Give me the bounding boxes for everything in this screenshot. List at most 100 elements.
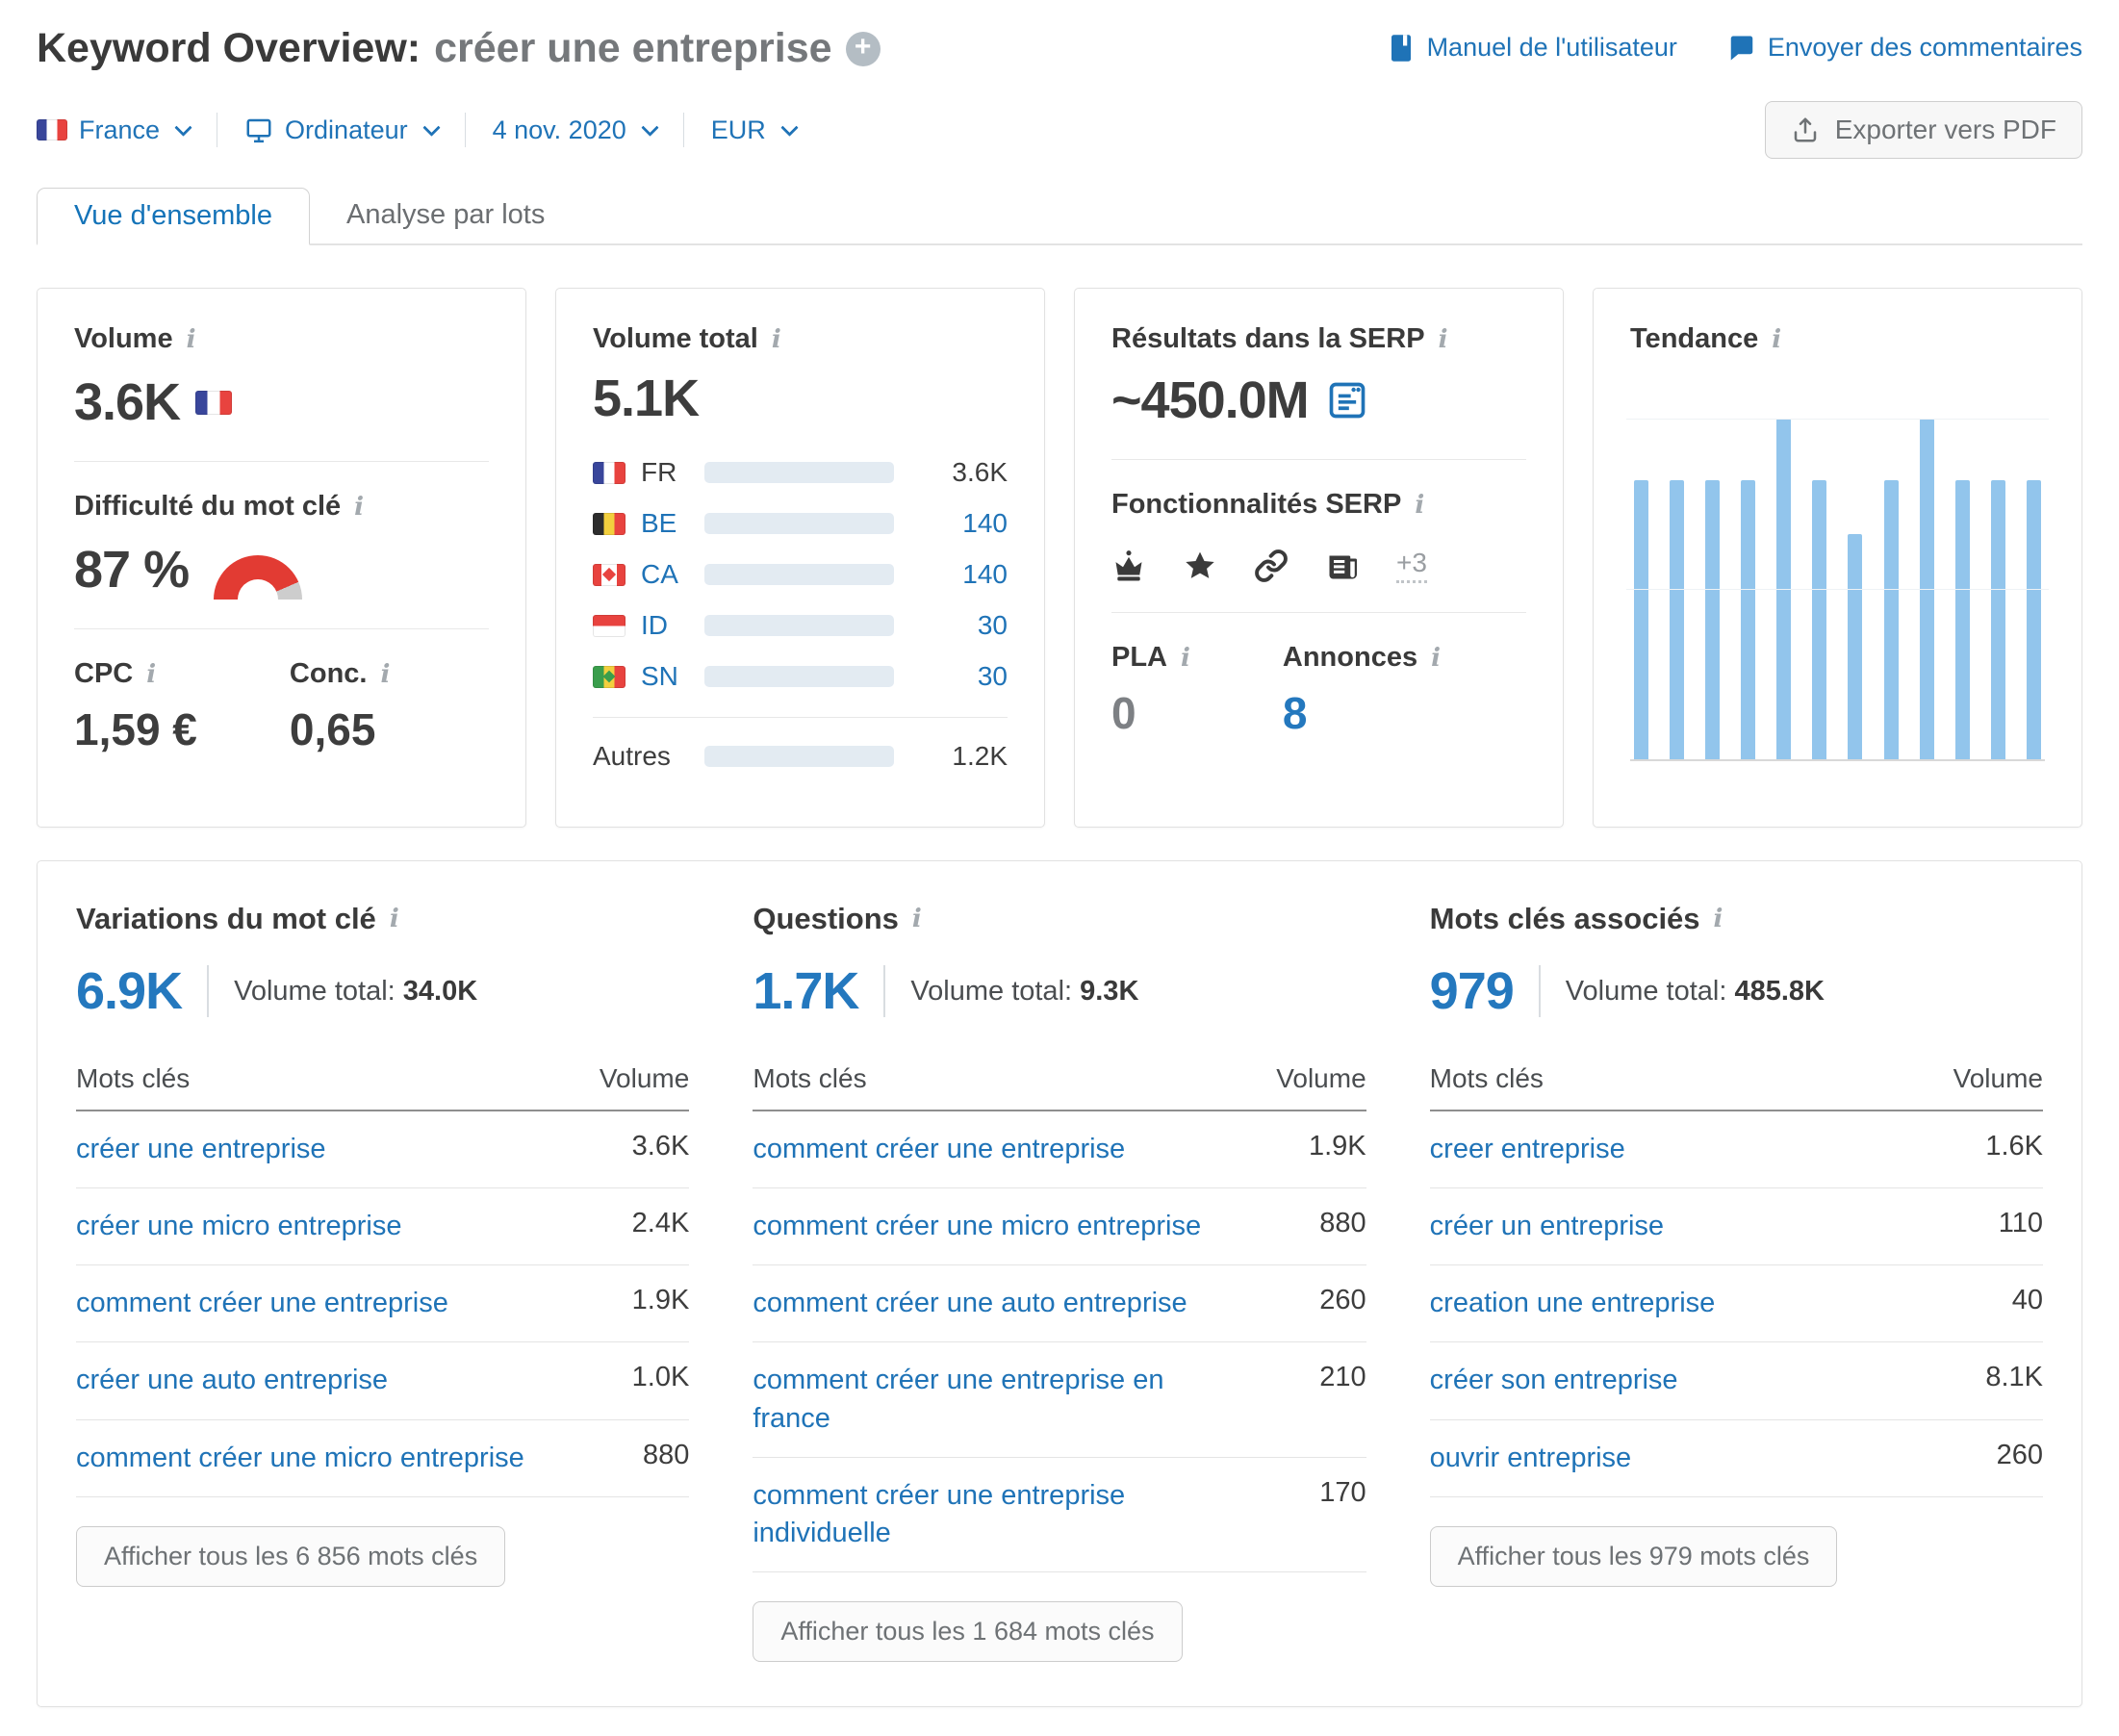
serp-page-icon[interactable] [1326, 379, 1368, 421]
tab-overview[interactable]: Vue d'ensemble [37, 188, 310, 245]
page-header: Keyword Overview: créer une entreprise M… [37, 25, 2082, 72]
serp-results-title-label: Résultats dans la SERP [1111, 323, 1425, 354]
volume-title-label: Volume [74, 323, 173, 354]
info-icon[interactable] [380, 660, 390, 689]
keywords-column-header: Mots clés [753, 1063, 867, 1093]
device-filter[interactable]: Ordinateur [244, 115, 441, 145]
country-volume-row: FR 3.6K [593, 457, 1008, 488]
info-icon[interactable] [772, 325, 781, 354]
keyword-volume: 210 [1319, 1362, 1366, 1393]
show-all-related-button[interactable]: Afficher tous les 979 mots clés [1429, 1525, 1838, 1587]
country-volume-row: CA 140 [593, 559, 1008, 590]
send-feedback-link[interactable]: Envoyer des commentaires [1727, 33, 2082, 63]
divider [1111, 459, 1526, 460]
keyword-link[interactable]: comment créer une entreprise individuell… [753, 1479, 1126, 1548]
info-icon[interactable] [146, 660, 156, 689]
country-code-link[interactable]: SN [641, 661, 678, 691]
keyword-link[interactable]: comment créer une entreprise [753, 1134, 1126, 1164]
table-row: comment créer une entreprise 1.9K [76, 1265, 690, 1343]
keyword-link[interactable]: creation une entreprise [1429, 1288, 1716, 1319]
info-icon[interactable] [1714, 905, 1723, 933]
ads-label: Annonces [1282, 642, 1418, 673]
more-features-link[interactable]: +3 [1396, 548, 1427, 583]
table-row: créer une auto entreprise 1.0K [76, 1342, 690, 1420]
country-code-link[interactable]: BE [641, 508, 677, 538]
variations-title: Variations du mot clé [76, 902, 376, 935]
difficulty-gauge [214, 555, 303, 600]
country-volume-row: ID 30 [593, 610, 1008, 641]
date-filter-label: 4 nov. 2020 [492, 115, 626, 144]
be-flag-icon [593, 512, 625, 535]
serp-results-card: Résultats dans la SERP ~450.0M Fonctionn… [1074, 288, 1564, 828]
table-row: comment créer une auto entreprise 260 [753, 1265, 1366, 1343]
competition-value: 0,65 [289, 704, 376, 754]
volume-total-title: Volume total [593, 323, 1008, 355]
table-row: ouvrir entreprise 260 [1429, 1420, 2043, 1497]
keyword-link[interactable]: créer son entreprise [1429, 1365, 1678, 1396]
difficulty-title-label: Difficulté du mot clé [74, 491, 342, 522]
keyword-link[interactable]: comment créer une entreprise [76, 1288, 448, 1319]
keyword-volume: 260 [1319, 1285, 1366, 1316]
id-flag-icon [593, 614, 625, 637]
total-volume-value: 34.0K [402, 975, 478, 1007]
keyword-link[interactable]: créer un entreprise [1429, 1211, 1665, 1242]
currency-filter[interactable]: EUR [710, 115, 799, 145]
serp-results-title: Résultats dans la SERP [1111, 323, 1526, 355]
info-icon[interactable] [187, 325, 196, 354]
table-row: créer son entreprise 8.1K [1429, 1342, 2043, 1420]
keyword-link[interactable]: créer une entreprise [76, 1134, 326, 1164]
trend-bar [1990, 479, 2005, 759]
country-code-link[interactable]: ID [641, 610, 668, 640]
volume-bar-track [704, 462, 894, 483]
filter-bar: France Ordinateur 4 nov. 2020 EUR Expo [37, 101, 2082, 159]
questions-title: Questions [753, 902, 899, 935]
country-code-link[interactable]: CA [641, 559, 678, 589]
date-filter[interactable]: 4 nov. 2020 [492, 115, 659, 145]
keyword-volume: 260 [1996, 1439, 2043, 1470]
info-icon[interactable] [1415, 491, 1424, 520]
tab-bulk-analysis[interactable]: Analyse par lots [310, 186, 581, 243]
keywords-column-header: Mots clés [1429, 1063, 1544, 1093]
table-header: Mots clés Volume [76, 1063, 690, 1111]
keyword-link[interactable]: créer une micro entreprise [76, 1211, 402, 1242]
info-icon[interactable] [1439, 325, 1448, 354]
keyword-link[interactable]: comment créer une auto entreprise [753, 1288, 1187, 1319]
keyword-link[interactable]: ouvrir entreprise [1429, 1442, 1632, 1473]
serp-features-title-label: Fonctionnalités SERP [1111, 489, 1402, 520]
difficulty-value: 87 % [74, 541, 190, 599]
show-all-variations-button[interactable]: Afficher tous les 6 856 mots clés [76, 1525, 506, 1587]
trend-card: Tendance [1593, 288, 2082, 828]
page-keyword: créer une entreprise [434, 25, 832, 71]
keyword-link[interactable]: comment créer une micro entreprise [76, 1442, 524, 1473]
keyword-link[interactable]: créer une auto entreprise [76, 1365, 389, 1396]
gridline [1626, 589, 2049, 590]
export-pdf-button[interactable]: Exporter vers PDF [1764, 101, 2082, 159]
metric-cards: Volume 3.6K Difficulté du mot clé 87 % C… [37, 288, 2082, 828]
keyword-link[interactable]: creer entreprise [1429, 1134, 1625, 1164]
keyword-link[interactable]: comment créer une entreprise en france [753, 1365, 1164, 1434]
table-row: comment créer une entreprise 1.9K [753, 1111, 1366, 1189]
info-icon[interactable] [1431, 644, 1441, 673]
user-manual-link[interactable]: Manuel de l'utilisateur [1387, 33, 1677, 63]
info-icon[interactable] [390, 905, 399, 933]
info-icon[interactable] [1181, 644, 1190, 673]
keyword-link[interactable]: comment créer une micro entreprise [753, 1211, 1202, 1242]
info-icon[interactable] [1772, 325, 1781, 354]
trend-bar [1741, 479, 1756, 759]
volume-card: Volume 3.6K Difficulté du mot clé 87 % C… [37, 288, 526, 828]
table-row: creer entreprise 1.6K [1429, 1111, 2043, 1189]
questions-count: 1.7K [753, 962, 859, 1020]
show-all-questions-button[interactable]: Afficher tous les 1 684 mots clés [753, 1600, 1183, 1662]
cpc-label: CPC [74, 658, 134, 689]
country-volume-value: 30 [977, 661, 1008, 691]
keyword-volume: 170 [1319, 1476, 1366, 1508]
export-icon [1794, 117, 1816, 142]
country-filter[interactable]: France [37, 115, 192, 145]
info-icon[interactable] [354, 493, 364, 522]
keyword-volume: 40 [2011, 1285, 2043, 1316]
info-icon[interactable] [912, 905, 922, 933]
add-keyword-icon[interactable] [845, 31, 881, 66]
currency-filter-label: EUR [710, 115, 766, 144]
country-filter-label: France [79, 115, 161, 144]
tab-bar: Vue d'ensemble Analyse par lots [37, 186, 2082, 245]
